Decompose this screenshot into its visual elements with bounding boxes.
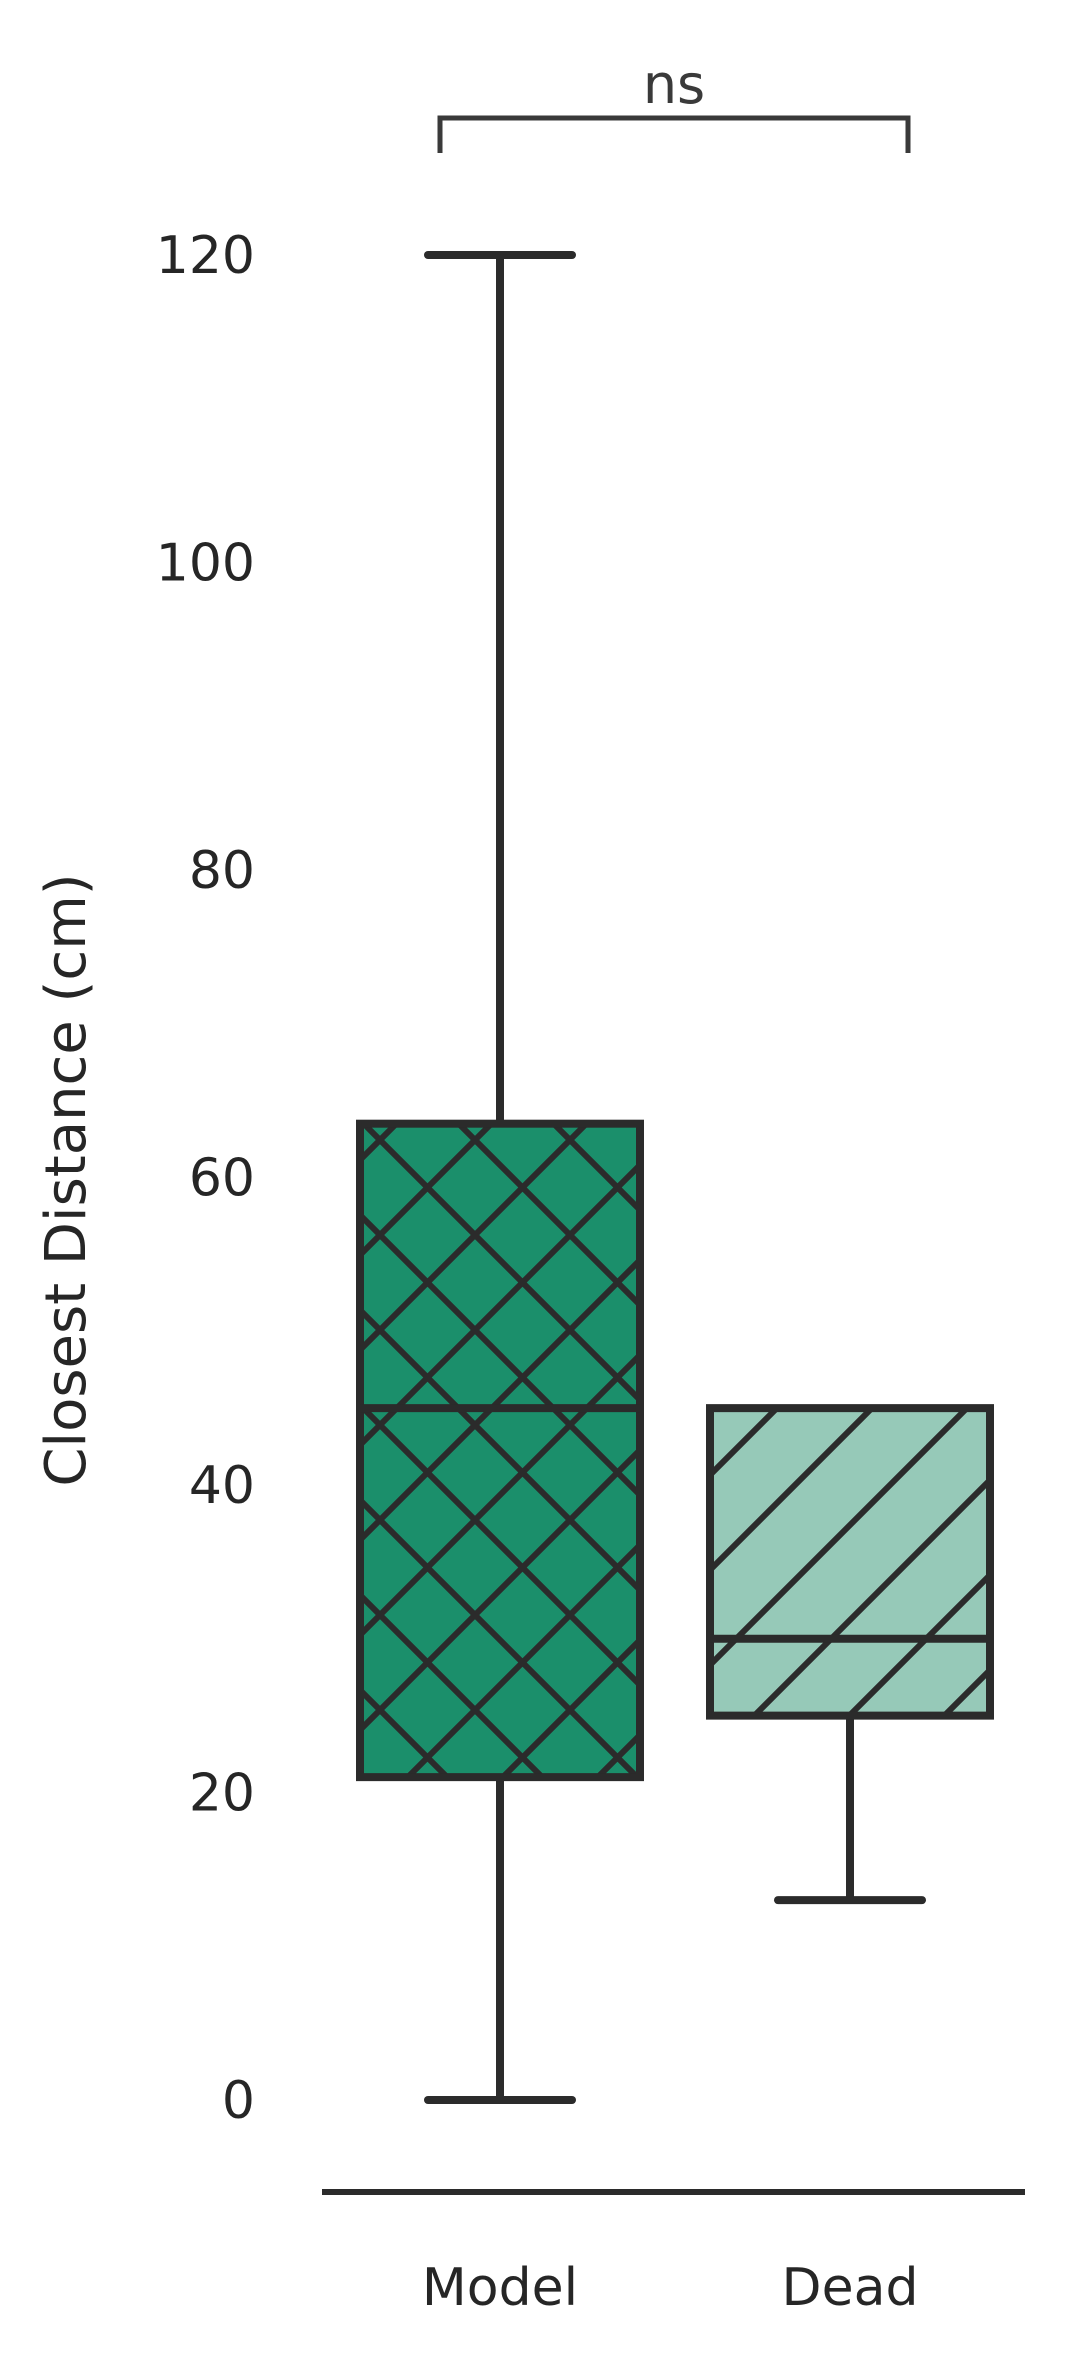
y-tick-label: 40 (189, 1456, 255, 1516)
y-tick-label: 20 (189, 1764, 255, 1824)
box-outline (356, 1119, 644, 1782)
y-axis-label: Closest Distance (cm) (34, 873, 99, 1486)
x-axis: Model Dead (322, 2189, 1025, 2318)
box-hatch (710, 1408, 990, 1716)
box-dead (706, 1404, 994, 1905)
significance-label: ns (643, 53, 705, 116)
y-tick-label: 100 (156, 534, 255, 594)
bracket-line (437, 115, 911, 153)
x-category-label: Model (422, 2258, 578, 2318)
y-tick-label: 0 (222, 2071, 255, 2131)
box-hatch (360, 1123, 640, 1778)
box-model (356, 251, 644, 2104)
box-outline (706, 1404, 994, 1720)
y-tick-label: 120 (156, 226, 255, 286)
boxes (356, 251, 994, 2104)
significance-bracket: ns (437, 53, 911, 153)
y-tick-label: 60 (189, 1149, 255, 1209)
y-axis-ticks: 0 20 40 60 80 100 120 (156, 226, 255, 2131)
x-category-label: Dead (782, 2258, 919, 2318)
y-tick-label: 80 (189, 841, 255, 901)
